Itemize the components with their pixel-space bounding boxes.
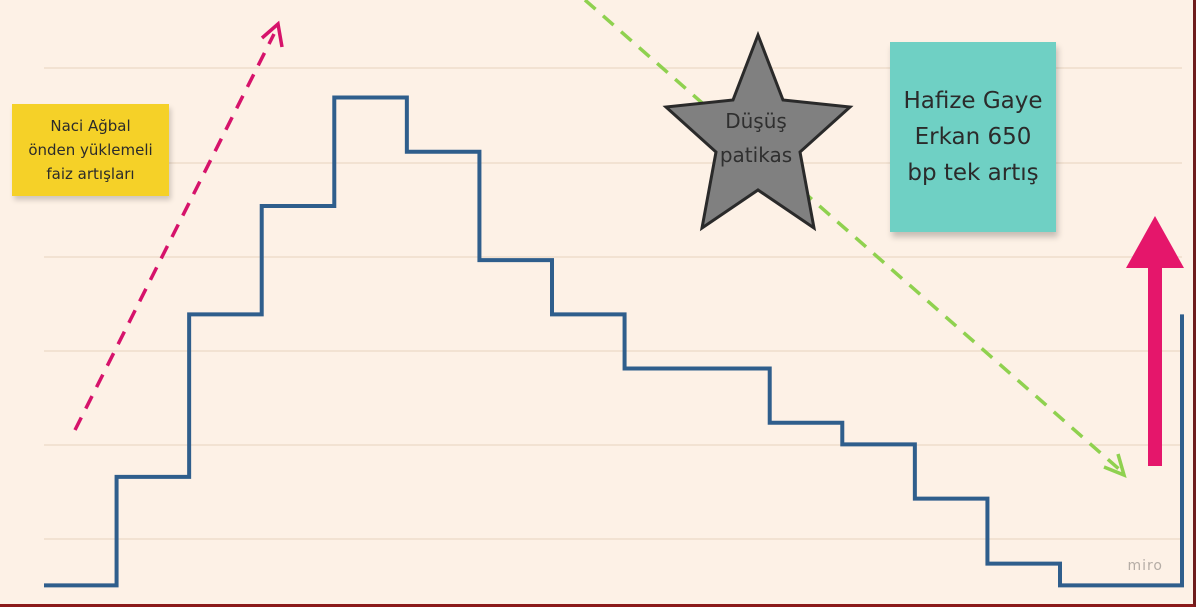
sticky-note-teal[interactable]: Hafize Gaye Erkan 650 bp tek artış bbox=[890, 42, 1056, 232]
pink-dashed-up-arrow bbox=[73, 33, 276, 431]
star-label: Düşüş patikas bbox=[700, 104, 812, 172]
star-label-line: patikas bbox=[719, 143, 793, 167]
note-line: Erkan 650 bbox=[914, 124, 1032, 150]
note-line: faiz artışları bbox=[46, 165, 135, 183]
note-line: bp tek artış bbox=[907, 160, 1039, 186]
miro-watermark: miro bbox=[1127, 558, 1163, 574]
note-line: önden yüklemeli bbox=[28, 141, 153, 159]
pink-arrow-head-icon bbox=[260, 20, 284, 48]
series-line bbox=[44, 95, 1184, 588]
green-arrow-head-icon bbox=[1103, 453, 1127, 478]
series-layer bbox=[44, 95, 1184, 588]
note-line: Naci Ağbal bbox=[50, 117, 131, 135]
star-shape bbox=[662, 30, 854, 232]
star-label-line: Düşüş bbox=[725, 109, 787, 133]
note-line: Hafize Gaye bbox=[903, 88, 1043, 114]
sticky-note-yellow[interactable]: Naci Ağbal önden yüklemeli faiz artışlar… bbox=[12, 104, 169, 196]
magenta-up-arrow bbox=[1126, 216, 1184, 466]
